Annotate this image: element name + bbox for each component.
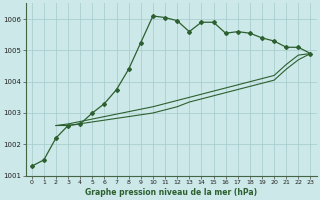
X-axis label: Graphe pression niveau de la mer (hPa): Graphe pression niveau de la mer (hPa) [85,188,257,197]
